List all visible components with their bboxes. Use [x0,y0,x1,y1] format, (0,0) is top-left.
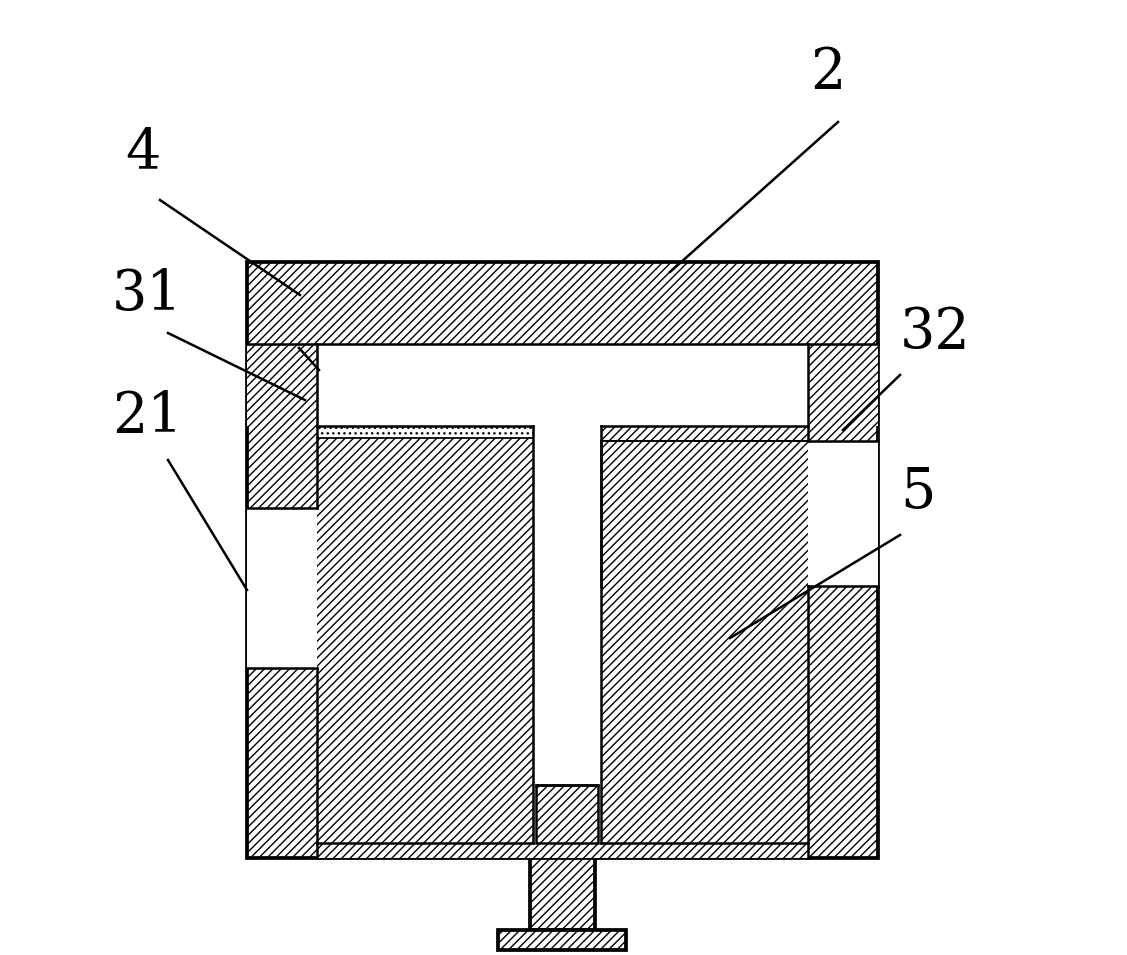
Text: 5: 5 [900,465,935,520]
Bar [498,930,625,950]
Bar [530,858,595,930]
Text: 4: 4 [125,125,160,180]
Bar [808,441,878,586]
Text: 21: 21 [112,390,183,444]
Bar [533,426,601,843]
Bar [247,344,878,426]
Bar [536,785,598,843]
Bar [317,843,808,858]
Bar [247,262,878,858]
Bar [601,426,808,843]
Bar [808,344,878,426]
Bar [247,344,317,426]
Bar [317,426,533,438]
Text: 31: 31 [112,267,183,322]
Bar [317,426,533,843]
Bar [601,441,808,586]
Text: 2: 2 [810,45,845,100]
Text: 32: 32 [900,306,970,360]
Bar [247,508,317,668]
